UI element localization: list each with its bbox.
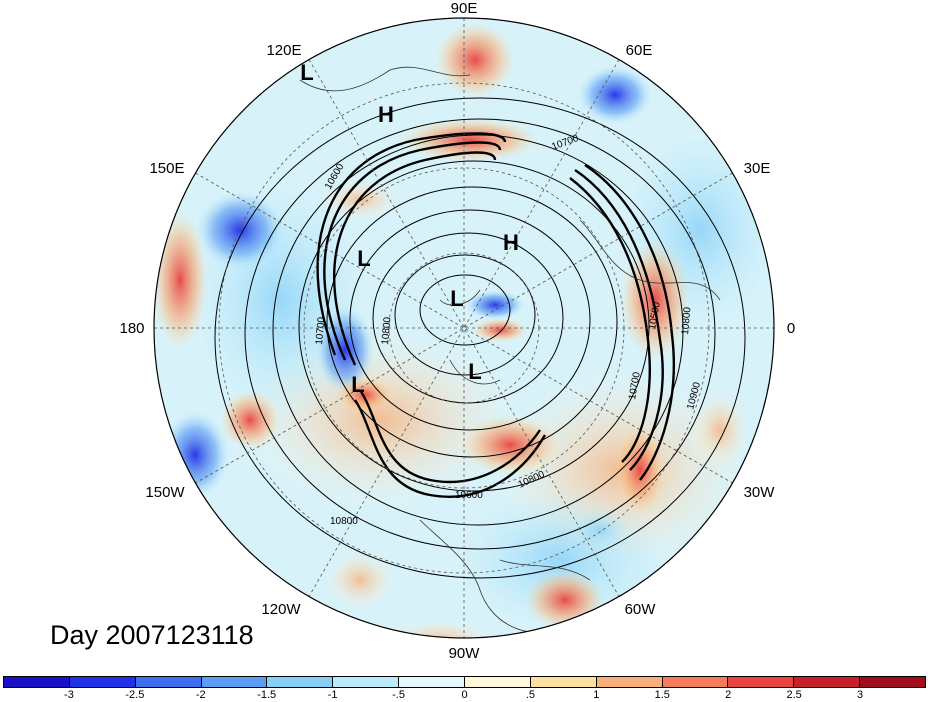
- colorbar-box: [794, 677, 861, 687]
- colorbar-box: [860, 677, 926, 687]
- lon-label-30w: 30W: [744, 484, 776, 501]
- colorbar-tick-label: .5: [525, 689, 536, 701]
- contour-label: 10800: [380, 316, 393, 345]
- colorbar-box: [465, 677, 531, 687]
- colorbar-tick-label: 2: [725, 689, 732, 701]
- colorbar-box: [135, 677, 202, 687]
- lon-label-120e: 120E: [266, 42, 301, 59]
- colorbar-box: [333, 677, 400, 687]
- contour-label: 10700: [627, 371, 643, 401]
- map-boundary: [153, 17, 775, 639]
- colorbar-tick-label: -3: [64, 689, 74, 701]
- contour-label: 10800: [680, 306, 693, 335]
- colorbar-box: [530, 677, 597, 687]
- lon-label-150e: 150E: [149, 160, 184, 177]
- pressure-center-high: H: [503, 230, 519, 255]
- lon-label-180: 180: [119, 320, 144, 337]
- lon-label-60e: 60E: [626, 42, 653, 59]
- colorbar-tick-label: -.5: [392, 689, 405, 701]
- lon-label-0: 0: [787, 320, 795, 337]
- colorbar: [3, 676, 926, 688]
- pressure-center-low: L: [468, 359, 481, 384]
- colorbar-tick-label: 3: [857, 689, 864, 701]
- jet-contours: [316, 132, 676, 498]
- colorbar-box: [596, 677, 663, 687]
- colorbar-tick-label: 1.5: [654, 689, 670, 701]
- colorbar-tick-labels: -3 -2.5 -2 -1.5 -1 -.5 0 .5 1 1.5 2 2.5 3: [3, 689, 926, 702]
- colorbar-tick-label: 0: [461, 689, 468, 701]
- colorbar-tick-label: 1: [593, 689, 600, 701]
- lon-label-150w: 150W: [145, 484, 185, 501]
- colorbar-box: [399, 677, 466, 687]
- pressure-center-low: L: [450, 286, 463, 311]
- pressure-center-high: H: [378, 102, 394, 127]
- lon-label-120w: 120W: [261, 601, 301, 618]
- pressure-center-low: L: [351, 372, 364, 397]
- lon-label-90e: 90E: [451, 0, 478, 17]
- colorbar-tick-label: -1.5: [257, 689, 277, 701]
- height-contours: [214, 97, 746, 579]
- pressure-center-low: L: [357, 246, 370, 271]
- colorbar-box: [662, 677, 729, 687]
- pressure-center-low: L: [300, 60, 313, 85]
- graticule: [154, 18, 774, 638]
- colorbar-tick-label: 2.5: [786, 689, 802, 701]
- contour-label: 10500: [647, 301, 663, 331]
- lon-label-90w: 90W: [449, 645, 481, 662]
- colorbar-box: [69, 677, 136, 687]
- colorbar-box: [728, 677, 795, 687]
- lon-label-30e: 30E: [744, 160, 771, 177]
- contour-label: 10800: [330, 516, 358, 527]
- contour-label: 10700: [314, 316, 327, 345]
- shading-field: [154, 18, 774, 638]
- colorbar-tick-label: -2.5: [125, 689, 145, 701]
- day-label: Day 2007123118: [50, 620, 254, 650]
- lon-label-60w: 60W: [625, 601, 657, 618]
- colorbar-box: [267, 677, 334, 687]
- contour-label: 10600: [455, 490, 483, 501]
- colorbar-box: [4, 677, 70, 687]
- colorbar-tick-label: -1: [327, 689, 338, 701]
- colorbar-box: [201, 677, 268, 687]
- colorbar-tick-label: -2: [195, 689, 206, 701]
